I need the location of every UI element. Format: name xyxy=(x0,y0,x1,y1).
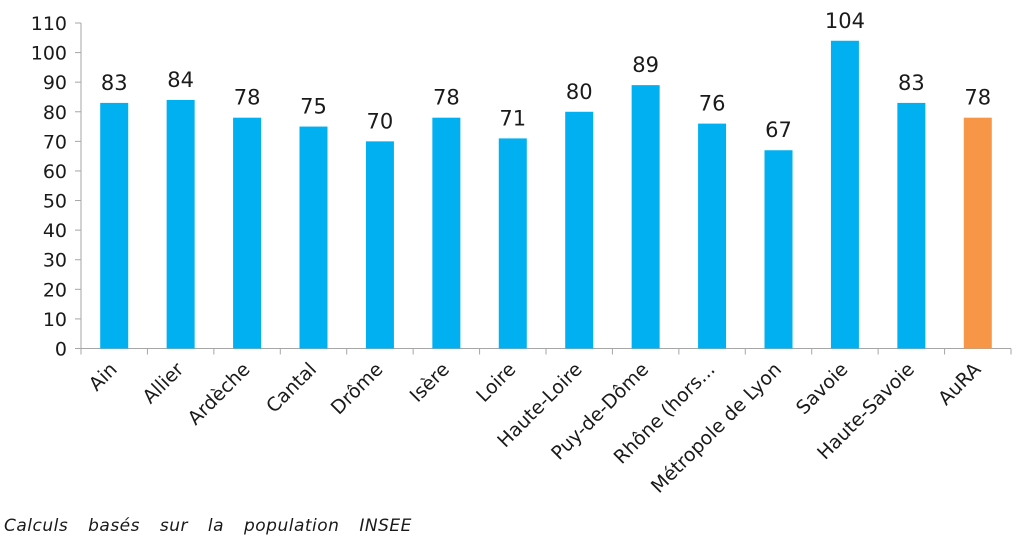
category-label: Allier xyxy=(138,358,188,408)
bar xyxy=(233,117,262,349)
category-label: Loire xyxy=(472,358,520,406)
y-tick-label: 50 xyxy=(43,191,67,213)
bar xyxy=(166,99,195,349)
data-label: 78 xyxy=(433,86,460,110)
category-label: Ain xyxy=(85,358,122,395)
y-tick-label: 0 xyxy=(55,339,67,361)
y-tick-label: 40 xyxy=(43,220,67,242)
bar xyxy=(764,150,793,349)
y-tick-label: 30 xyxy=(43,250,67,272)
x-axis xyxy=(80,348,1012,355)
y-tick-label: 20 xyxy=(43,279,67,301)
bars xyxy=(100,40,992,349)
category-label: Drôme xyxy=(327,358,388,419)
data-label: 80 xyxy=(566,80,593,104)
data-label: 104 xyxy=(825,9,865,33)
y-tick-label: 80 xyxy=(43,102,67,124)
data-label: 89 xyxy=(632,53,659,77)
data-label: 78 xyxy=(964,86,991,110)
category-label: Cantal xyxy=(262,358,321,417)
category-label: Métropole de Lyon xyxy=(647,358,786,497)
bar xyxy=(897,102,926,349)
y-tick-label: 100 xyxy=(31,43,67,65)
y-tick-label: 110 xyxy=(31,13,67,35)
category-label: Isère xyxy=(406,358,454,406)
data-label: 75 xyxy=(300,95,327,119)
bar xyxy=(698,123,727,349)
bar xyxy=(565,111,594,349)
category-label: Ardèche xyxy=(184,358,255,429)
bar xyxy=(631,85,660,349)
y-tick-label: 90 xyxy=(43,72,67,94)
data-label: 78 xyxy=(234,86,261,110)
y-axis: 0 10 20 30 40 50 60 70 80 90 100 110 xyxy=(31,13,82,361)
source-footnote: Calculs basés sur la population INSEE xyxy=(4,516,412,536)
data-label: 83 xyxy=(898,71,925,95)
data-label: 67 xyxy=(765,118,792,142)
category-label: AuRA xyxy=(934,358,985,409)
bar xyxy=(432,117,461,349)
bar xyxy=(498,138,527,349)
data-label: 84 xyxy=(167,68,194,92)
data-label: 71 xyxy=(499,106,526,130)
y-tick-label: 70 xyxy=(43,131,67,153)
y-tick-label: 60 xyxy=(43,161,67,183)
category-label: Savoie xyxy=(792,358,852,418)
data-label: 70 xyxy=(367,109,394,133)
data-labels: 83 84 78 75 70 78 71 80 89 76 67 104 83 78 xyxy=(101,9,991,142)
data-label: 76 xyxy=(699,92,726,116)
bar xyxy=(830,40,859,349)
bar xyxy=(365,141,394,349)
bar xyxy=(100,102,129,349)
data-label: 83 xyxy=(101,71,128,95)
bar xyxy=(963,117,992,349)
bar xyxy=(299,126,328,349)
y-tick-label: 10 xyxy=(43,309,67,331)
